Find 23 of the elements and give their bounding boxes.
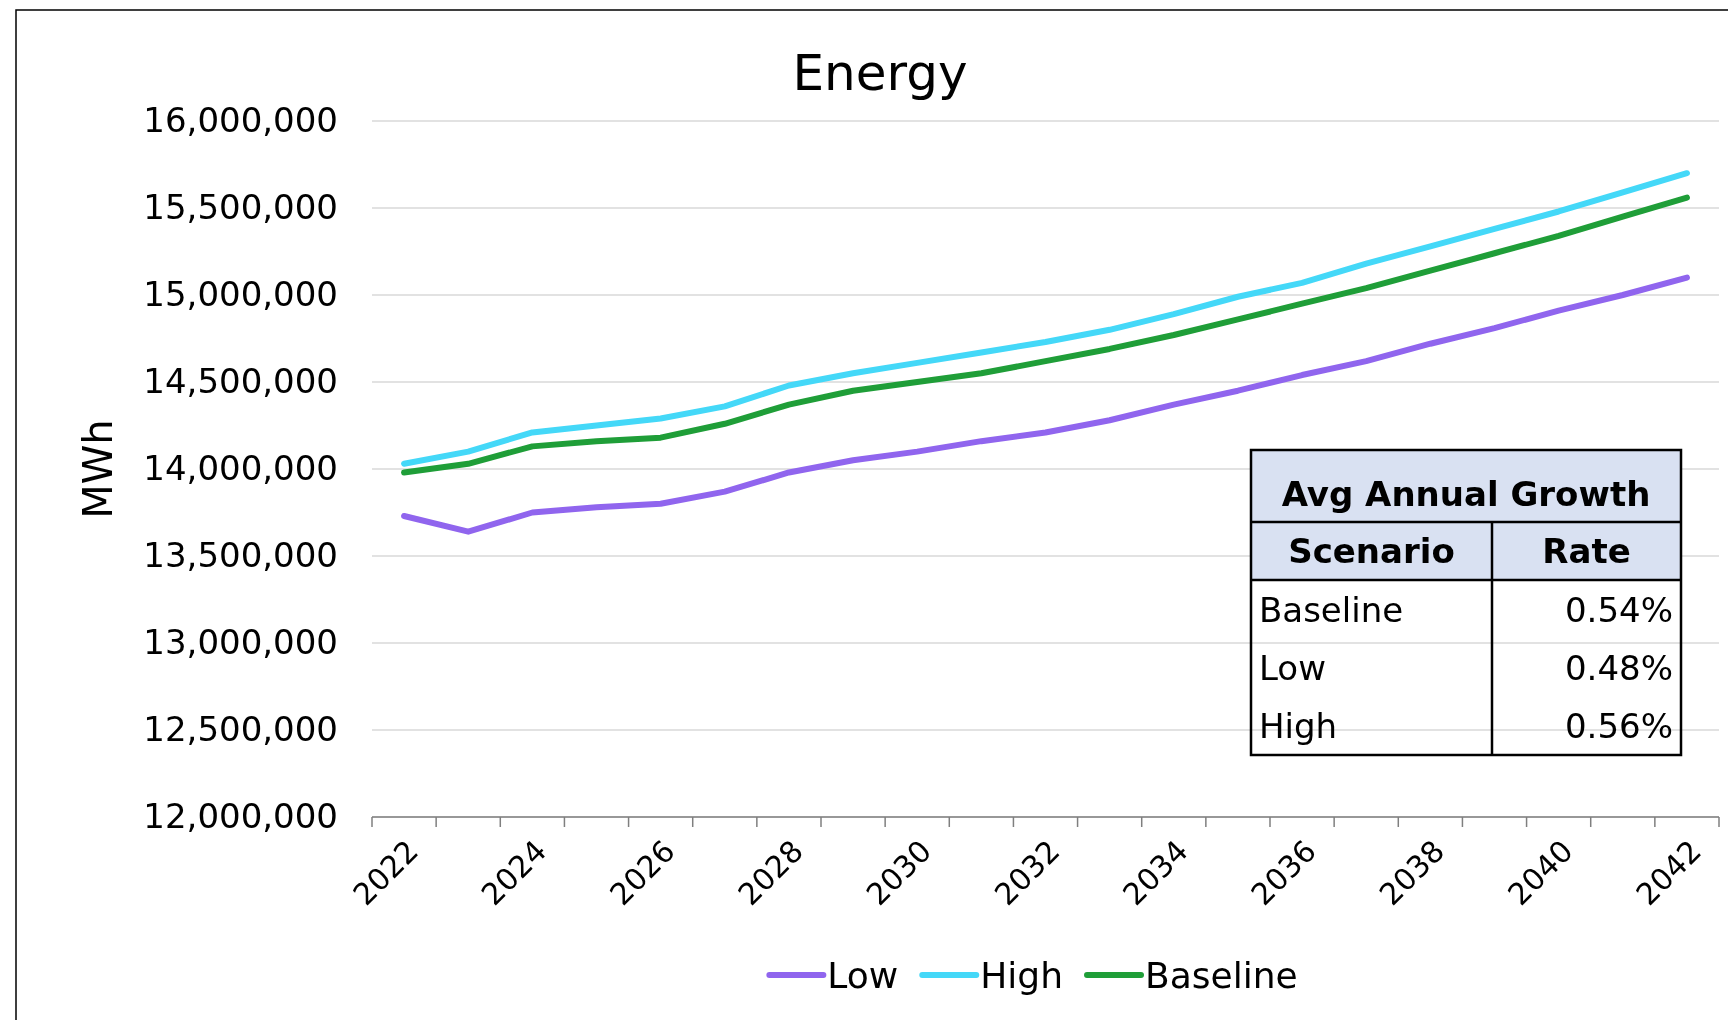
- annotation: Rate: [1542, 531, 1631, 571]
- y-tick-label: 13,000,000: [143, 622, 338, 663]
- annotation: 0.56%: [1564, 706, 1673, 746]
- y-tick-label: 15,000,000: [143, 274, 338, 315]
- annotation: Scenario: [1288, 531, 1455, 571]
- annotation: 0.48%: [1564, 648, 1673, 688]
- y-tick-label: 13,500,000: [143, 535, 338, 576]
- y-tick-label: 14,000,000: [143, 448, 338, 489]
- y-tick-label: 15,500,000: [143, 187, 338, 228]
- annotation: 0.54%: [1564, 589, 1673, 630]
- annotation: Low: [1259, 648, 1326, 688]
- legend-label: High: [980, 954, 1064, 996]
- annotation: Avg Annual Growth: [1281, 474, 1651, 514]
- chart-title: Energy: [792, 44, 968, 102]
- legend-label: Low: [827, 954, 899, 996]
- y-tick-label: 12,000,000: [143, 796, 338, 837]
- y-tick-label: 14,500,000: [143, 361, 338, 402]
- y-axis-title: MWh: [75, 419, 121, 519]
- annotation: High: [1259, 706, 1338, 746]
- annotation: Baseline: [1259, 589, 1404, 630]
- y-tick-label: 12,500,000: [143, 709, 338, 750]
- y-tick-label: 16,000,000: [143, 100, 338, 141]
- legend-label: Baseline: [1145, 954, 1298, 996]
